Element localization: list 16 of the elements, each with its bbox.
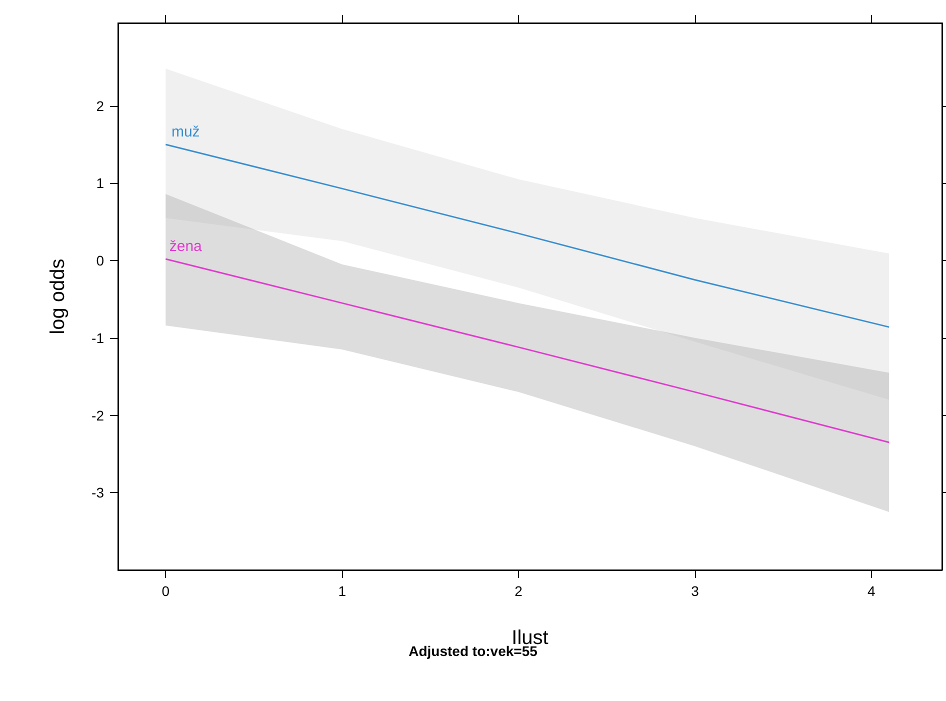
y-tick-label: 1 <box>96 175 104 192</box>
series-label: muž <box>171 123 200 140</box>
x-tick-label: 1 <box>338 583 346 599</box>
series-label: žena <box>169 238 203 255</box>
line-series <box>164 144 890 328</box>
y-tick-label: 2 <box>96 98 104 114</box>
y-tick-label: -2 <box>92 407 104 424</box>
y-tick-label: 0 <box>96 252 104 269</box>
x-tick-label: 2 <box>514 583 523 599</box>
y-tick-label: -3 <box>92 484 104 501</box>
line-series <box>164 258 890 444</box>
x-tick-label: 0 <box>162 583 170 599</box>
y-tick-label: -1 <box>92 330 104 346</box>
x-tick-label: 3 <box>691 583 700 599</box>
x-tick-label: 4 <box>868 583 876 599</box>
y-axis-title: log odds <box>47 258 69 334</box>
